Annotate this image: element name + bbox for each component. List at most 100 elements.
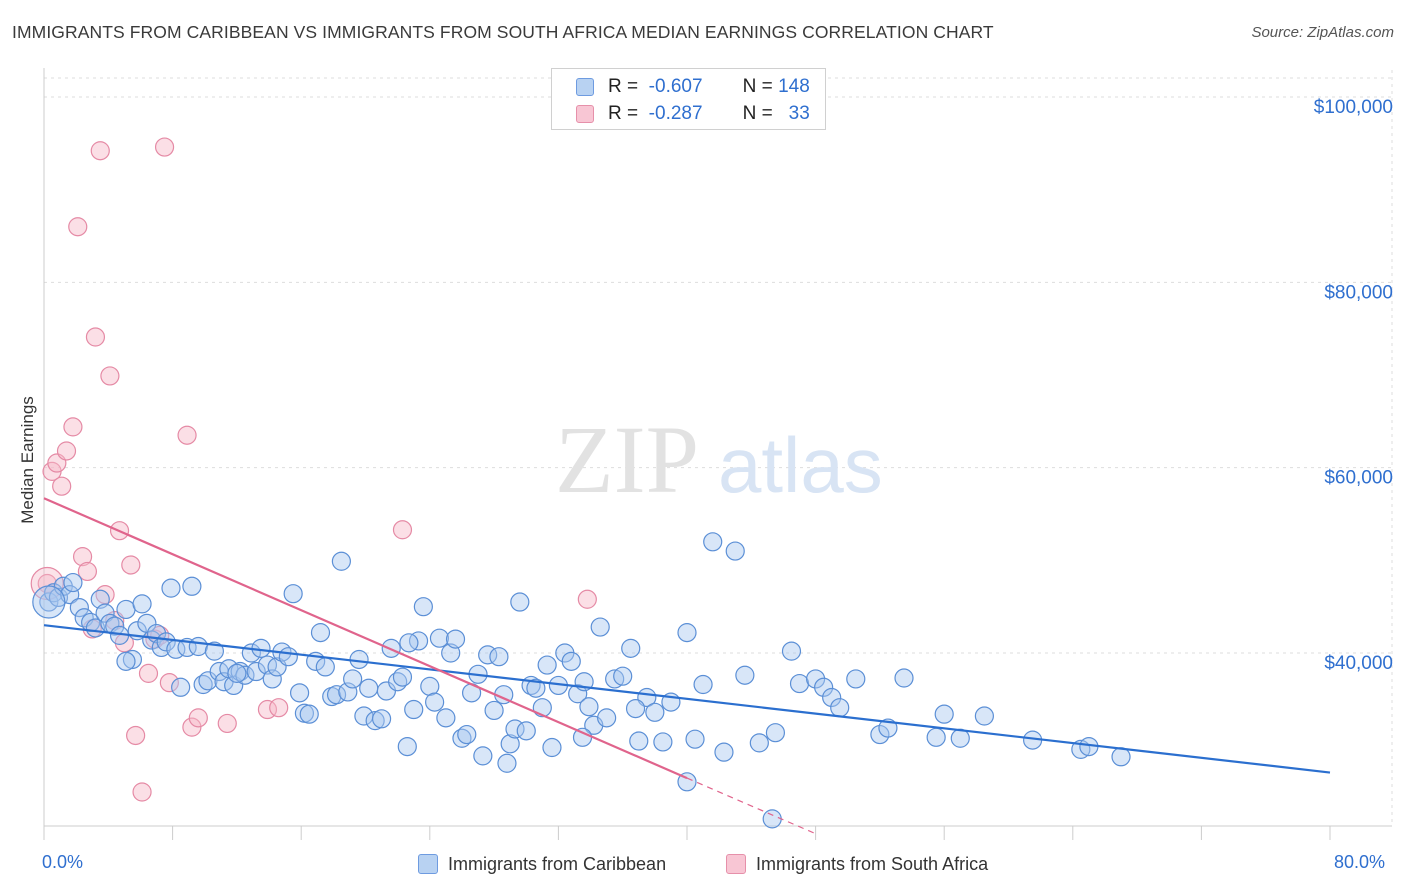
caribbean-point (974, 706, 994, 726)
caribbean-point (63, 572, 83, 593)
caribbean-point (404, 699, 424, 720)
legend-item-south-africa[interactable]: Immigrants from South Africa (726, 850, 988, 878)
caribbean-point (365, 711, 385, 731)
r-value-south-africa: -0.287 (648, 103, 703, 124)
caribbean-point (765, 723, 786, 743)
y-tick-label: $40,000 (1324, 653, 1393, 674)
r-label: R = (608, 76, 639, 97)
caribbean-point (310, 623, 331, 643)
n-label: N = (742, 103, 773, 124)
caribbean-trend-line (43, 624, 1331, 774)
y-tick-label: $100,000 (1314, 97, 1393, 118)
south-africa-point (159, 673, 179, 693)
south-africa-point (90, 141, 110, 161)
caribbean-point (597, 708, 617, 728)
series-caribbean (32, 532, 1131, 829)
caribbean-point (561, 651, 581, 671)
caribbean-point (613, 666, 633, 686)
caribbean-point (116, 599, 136, 620)
south-africa-point (269, 698, 289, 718)
south-africa-point (121, 555, 141, 575)
caribbean-point (805, 669, 826, 689)
caribbean-point (497, 753, 517, 773)
caribbean-point (436, 708, 456, 728)
caribbean-point (629, 731, 649, 751)
caribbean-point (568, 684, 588, 704)
y-tick-label: $80,000 (1324, 282, 1393, 303)
caribbean-point (510, 592, 530, 612)
caribbean-point (227, 663, 247, 683)
caribbean-point (516, 721, 536, 741)
legend-row-south-africa: R = -0.287 N = 33 (576, 101, 810, 127)
legend-item-caribbean[interactable]: Immigrants from Caribbean (418, 850, 666, 878)
caribbean-point (934, 704, 954, 724)
caribbean-swatch (576, 78, 594, 96)
caribbean-point (105, 616, 125, 636)
caribbean-point (830, 698, 850, 718)
caribbean-point (677, 623, 697, 643)
caribbean-point (621, 638, 641, 658)
caribbean-point (814, 677, 834, 697)
caribbean-point (846, 669, 866, 689)
caribbean-point (526, 678, 546, 698)
caribbean-point (926, 727, 946, 747)
caribbean-point (590, 617, 610, 637)
caribbean-point (289, 683, 310, 703)
legend-row-caribbean: R = -0.607 N = 148 (576, 74, 810, 100)
caribbean-point (156, 632, 176, 652)
y-tick-labels: $40,000 $60,000 $80,000 $100,000 (1314, 97, 1393, 674)
caribbean-legend-swatch (418, 854, 438, 874)
caribbean-point (161, 578, 181, 598)
n-label: N = (742, 76, 773, 97)
caribbean-point (645, 702, 665, 722)
caribbean-point (413, 597, 433, 617)
caribbean-point (457, 724, 477, 745)
r-label: R = (608, 103, 639, 124)
chart-title: IMMIGRANTS FROM CARIBBEAN VS IMMIGRANTS … (12, 22, 994, 42)
caribbean-point (397, 736, 417, 757)
south-africa-point (154, 137, 175, 157)
caribbean-point (445, 629, 466, 649)
south-africa-point (68, 217, 88, 237)
legend-label-caribbean: Immigrants from Caribbean (448, 853, 667, 874)
caribbean-point (326, 685, 347, 705)
caribbean-point (579, 697, 599, 717)
axes (43, 68, 1392, 840)
caribbean-point (1111, 747, 1131, 767)
south-africa-trend-extension (686, 777, 816, 835)
south-africa-point (138, 663, 159, 683)
south-africa-point (126, 725, 146, 746)
caribbean-point (762, 809, 782, 829)
watermark-zip: ZIP (555, 406, 699, 513)
south-africa-point (577, 589, 597, 609)
south-africa-point (63, 417, 83, 437)
caribbean-point (188, 636, 208, 657)
series-legend: Immigrants from Caribbean Immigrants fro… (0, 850, 1406, 878)
caribbean-point (95, 603, 115, 623)
caribbean-point (625, 698, 646, 719)
caribbean-point (315, 657, 335, 677)
south-africa-legend-swatch (726, 854, 746, 874)
south-africa-point (392, 520, 413, 540)
x-tick-label-min: 0.0% (42, 852, 84, 872)
caribbean-point (235, 665, 255, 685)
caribbean-point (262, 669, 282, 689)
caribbean-point (870, 724, 890, 745)
n-value-caribbean: 148 (778, 76, 810, 97)
caribbean-point (789, 673, 810, 694)
caribbean-point (399, 633, 419, 653)
caribbean-point (283, 584, 303, 604)
caribbean-point (653, 732, 673, 752)
south-africa-point (100, 366, 120, 386)
caribbean-point (60, 585, 80, 605)
caribbean-point (714, 742, 734, 762)
caribbean-point (537, 655, 557, 675)
caribbean-point (542, 737, 562, 758)
legend-label-south-africa: Immigrants from South Africa (756, 853, 989, 874)
caribbean-point (204, 641, 224, 661)
caribbean-point (408, 631, 429, 651)
south-africa-point (72, 547, 93, 567)
south-africa-point (188, 708, 208, 728)
caribbean-point (116, 651, 136, 671)
